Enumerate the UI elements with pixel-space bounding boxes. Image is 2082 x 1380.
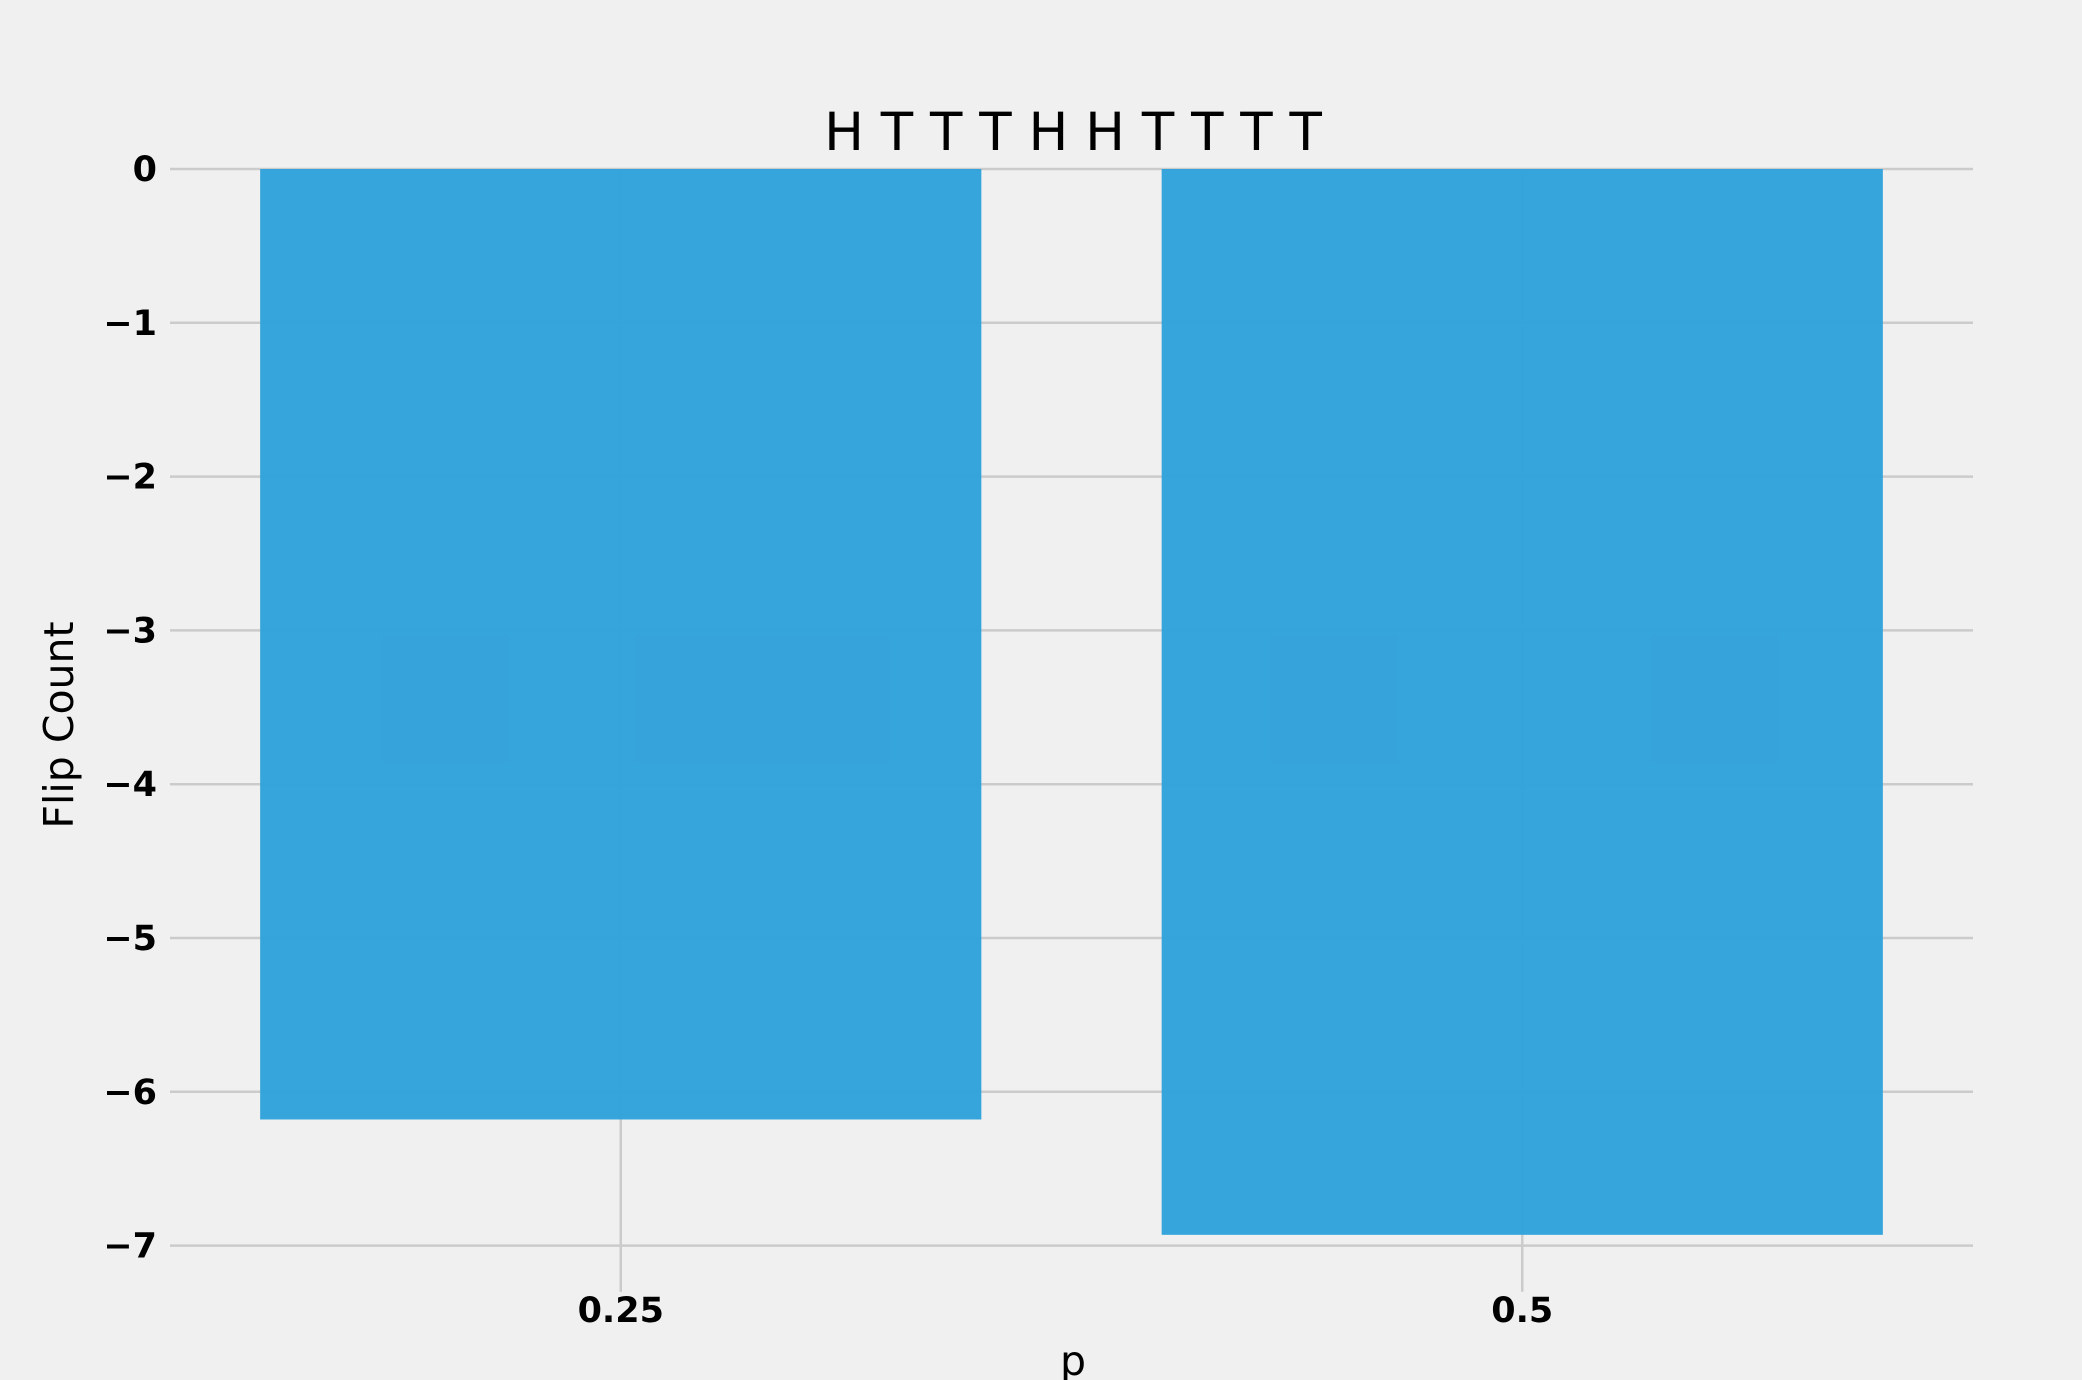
bar-0.5 (1161, 169, 1883, 1235)
y-tick-label: 0 (133, 150, 157, 190)
y-tick-label: −3 (103, 611, 157, 651)
y-tick-label: −1 (103, 304, 157, 344)
y-tick-label: −5 (103, 919, 157, 959)
x-tick-label: 0.25 (578, 1291, 664, 1331)
y-tick-label: −7 (103, 1227, 157, 1267)
x-axis-label: p (1060, 1337, 1086, 1380)
y-tick-label: −2 (103, 458, 157, 498)
bar-0.25 (260, 169, 982, 1120)
x-tick-label: 0.5 (1491, 1291, 1553, 1331)
chart-title: H T T T H H T T T T (824, 102, 1322, 163)
y-axis-label: Flip Count (35, 621, 83, 828)
y-axis-ticks: 0 −1 −2 −3 −4 −5 −6 −7 (103, 150, 157, 1267)
y-tick-label: −4 (103, 765, 157, 805)
y-tick-label: −6 (103, 1073, 157, 1113)
bars (260, 169, 1883, 1235)
x-axis-ticks: 0.25 0.5 (578, 1291, 1554, 1331)
